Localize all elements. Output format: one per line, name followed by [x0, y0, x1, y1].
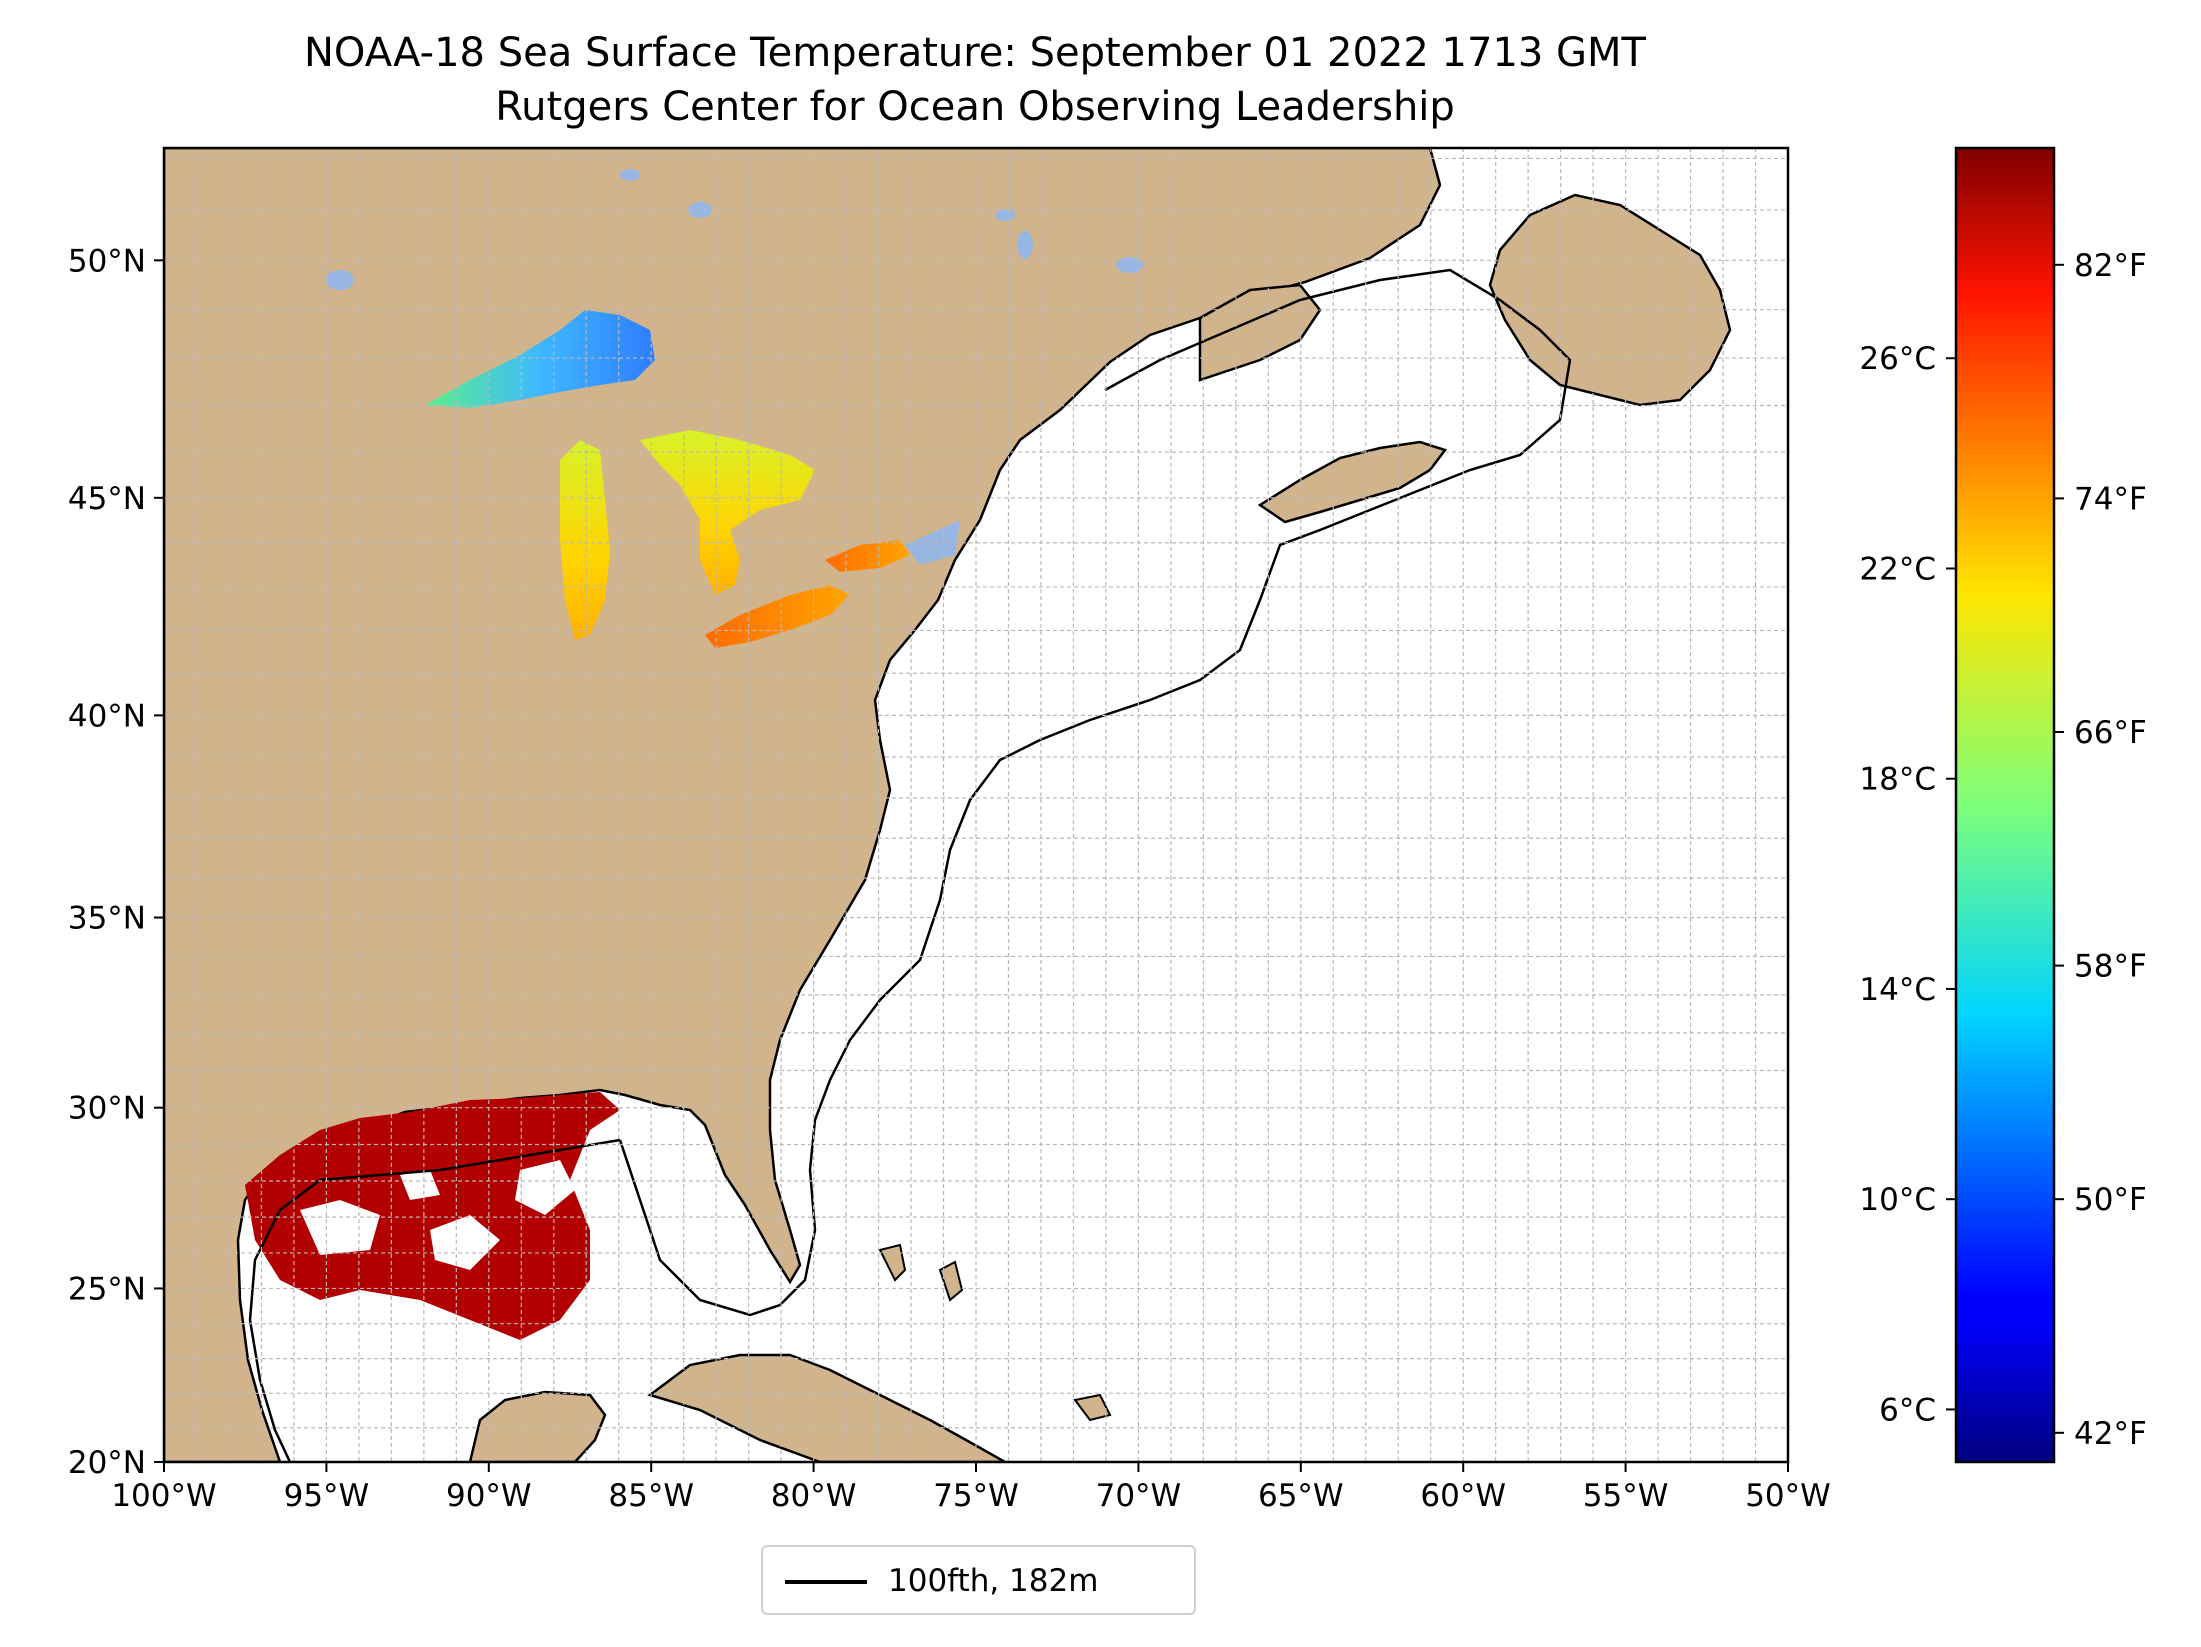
x-tick-label: 90°W [446, 1478, 532, 1514]
x-tick-label: 60°W [1420, 1478, 1506, 1514]
y-tick-label: 45°N [68, 481, 146, 517]
colorbar-c-label: 6°C [1879, 1392, 1936, 1428]
colorbar-c-label: 22°C [1859, 551, 1936, 587]
y-tick-label: 40°N [68, 698, 146, 734]
inland-lakes [326, 169, 1144, 565]
x-tick-label: 75°W [933, 1478, 1019, 1514]
legend: 100fth, 182m [761, 1545, 1196, 1615]
colorbar-f-label: 42°F [2074, 1416, 2147, 1452]
colorbar-c-label: 10°C [1859, 1182, 1936, 1218]
y-tick-label: 25°N [68, 1271, 146, 1307]
x-axis: 100°W 95°W 90°W 85°W 80°W 75°W 70°W 65°W 60°W 55°… [111, 1462, 1831, 1514]
x-tick-label: 85°W [608, 1478, 694, 1514]
x-tick-label: 50°W [1745, 1478, 1831, 1514]
colorbar-f-label: 74°F [2074, 481, 2147, 517]
x-tick-label: 65°W [1258, 1478, 1344, 1514]
x-tick-label: 70°W [1096, 1478, 1182, 1514]
chart-subtitle: Rutgers Center for Ocean Observing Leade… [495, 84, 1455, 130]
lake-superior-sst [425, 310, 655, 408]
colorbar-f-label: 58°F [2074, 949, 2147, 985]
y-tick-label: 50°N [68, 243, 146, 279]
x-tick-label: 80°W [771, 1478, 857, 1514]
colorbar [1954, 146, 2056, 1464]
colorbar-c-label: 14°C [1859, 972, 1936, 1008]
gulf-cloud-gaps [300, 1160, 575, 1270]
y-tick-label: 20°N [68, 1445, 146, 1481]
lake-michigan-sst [560, 440, 610, 640]
y-tick-label: 30°N [68, 1091, 146, 1127]
colorbar-c-label: 26°C [1859, 341, 1936, 377]
land-maritimes [1198, 283, 1448, 524]
colorbar-fahrenheit-axis: 82°F 74°F 66°F 58°F 50°F 42°F [2054, 248, 2147, 1452]
colorbar-celsius-axis: 26°C 22°C 18°C 14°C 10°C 6°C [1859, 341, 1956, 1428]
land-cuba [647, 1353, 1008, 1462]
gridlines [164, 148, 1788, 1462]
chart-title: NOAA-18 Sea Surface Temperature: Septemb… [304, 30, 1646, 76]
lake-erie-sst [705, 585, 850, 648]
isobath-100fth [618, 268, 1572, 1317]
colorbar-f-label: 50°F [2074, 1182, 2147, 1218]
isobath-gulf [248, 1138, 621, 1462]
x-tick-label: 55°W [1583, 1478, 1669, 1514]
colorbar-f-label: 66°F [2074, 715, 2147, 751]
land-bahamas [878, 1243, 1112, 1422]
land-newfoundland [1488, 193, 1732, 407]
legend-line-swatch [785, 1580, 867, 1584]
x-tick-label: 100°W [111, 1478, 216, 1514]
y-tick-label: 35°N [68, 901, 146, 937]
colorbar-c-label: 18°C [1859, 762, 1936, 798]
land-yucatan [468, 1390, 607, 1462]
gulf-sst [245, 1092, 620, 1340]
legend-label: 100fth, 182m [888, 1563, 1099, 1599]
x-tick-label: 95°W [284, 1478, 370, 1514]
y-axis: 20°N 25°N 30°N 35°N 40°N 45°N 50°N [68, 243, 164, 1481]
colorbar-f-label: 82°F [2074, 248, 2147, 284]
